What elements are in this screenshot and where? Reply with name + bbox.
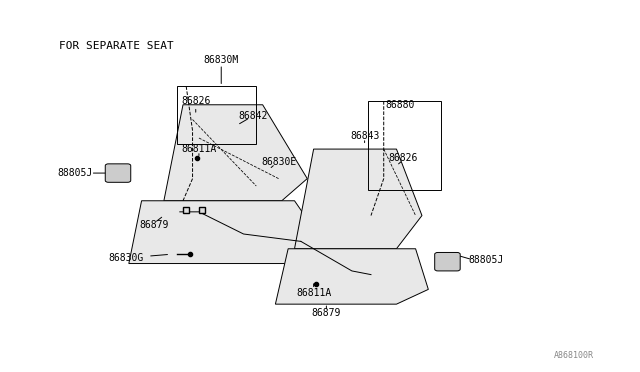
Text: 86880: 86880 <box>385 100 414 110</box>
Bar <box>368 101 441 190</box>
Bar <box>177 86 256 144</box>
Text: 88805J: 88805J <box>57 168 92 178</box>
Text: 86879: 86879 <box>140 220 169 230</box>
Text: 86811A: 86811A <box>181 144 216 154</box>
Polygon shape <box>294 149 422 249</box>
Text: 86842: 86842 <box>239 111 268 121</box>
Text: 86843: 86843 <box>350 131 380 141</box>
Polygon shape <box>275 249 428 304</box>
Text: 86830M: 86830M <box>204 55 239 65</box>
Text: 86830G: 86830G <box>108 253 143 263</box>
FancyBboxPatch shape <box>435 253 460 271</box>
Text: A868100R: A868100R <box>554 351 594 360</box>
Text: 88805J: 88805J <box>468 255 503 265</box>
Text: FOR SEPARATE SEAT: FOR SEPARATE SEAT <box>59 41 173 51</box>
Polygon shape <box>129 201 320 263</box>
FancyBboxPatch shape <box>105 164 131 182</box>
Text: 86830E: 86830E <box>261 157 296 167</box>
Text: 86826: 86826 <box>388 153 417 163</box>
Text: 86826: 86826 <box>181 96 211 106</box>
Text: 86811A: 86811A <box>296 288 332 298</box>
Polygon shape <box>164 105 307 201</box>
Text: 86879: 86879 <box>312 308 341 318</box>
